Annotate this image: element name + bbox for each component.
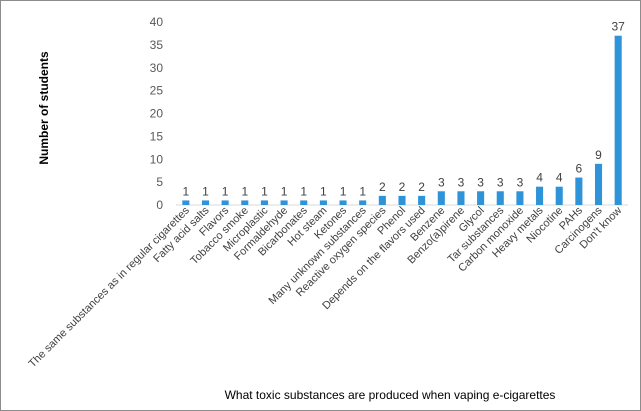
data-label: 1	[320, 184, 327, 198]
data-label: 3	[517, 175, 524, 189]
bar	[516, 191, 524, 205]
y-axis-ticks: 0 5 10 15 20 25 30 35 40	[150, 15, 164, 212]
data-label: 1	[281, 184, 288, 198]
bar	[280, 200, 288, 205]
data-label: 2	[418, 180, 425, 194]
data-label: 4	[536, 171, 543, 185]
data-label: 37	[611, 20, 625, 34]
y-tick-label: 0	[156, 198, 163, 212]
y-tick-label: 20	[150, 107, 164, 121]
data-label: 1	[182, 184, 189, 198]
bar	[536, 186, 544, 205]
category-labels: The same substances as in regular cigare…	[27, 204, 625, 370]
category-label: The same substances as in regular cigare…	[27, 204, 193, 370]
y-tick-label: 40	[150, 15, 164, 29]
bar	[437, 191, 445, 205]
y-tick-label: 35	[150, 38, 164, 52]
data-label: 3	[458, 175, 465, 189]
y-axis-title: Number of students	[37, 51, 51, 165]
bar	[418, 195, 426, 205]
bar	[319, 200, 327, 205]
data-label: 9	[595, 148, 602, 162]
bar	[398, 195, 406, 205]
bars	[182, 35, 622, 205]
data-label: 1	[359, 184, 366, 198]
bar	[457, 191, 465, 205]
bar	[575, 177, 583, 205]
bar	[496, 191, 504, 205]
data-label: 6	[576, 162, 583, 176]
bar	[260, 200, 268, 205]
x-axis-title: What toxic substances are produced when …	[225, 388, 556, 402]
bar	[221, 200, 229, 205]
bar	[477, 191, 485, 205]
y-tick-label: 10	[150, 152, 164, 166]
bar	[378, 195, 386, 205]
data-label: 3	[477, 175, 484, 189]
bar	[594, 163, 603, 205]
data-label: 3	[438, 175, 445, 189]
bar	[614, 35, 622, 205]
y-tick-label: 15	[150, 129, 164, 143]
data-label: 1	[340, 184, 347, 198]
data-label: 3	[497, 175, 504, 189]
data-label: 1	[222, 184, 229, 198]
y-tick-label: 30	[150, 61, 164, 75]
y-tick-label: 5	[156, 175, 163, 189]
data-label: 1	[300, 184, 307, 198]
data-label: 1	[241, 184, 248, 198]
bar	[555, 186, 563, 205]
bar	[241, 200, 249, 205]
bar	[300, 200, 308, 205]
data-label: 4	[556, 171, 563, 185]
bar	[182, 200, 190, 205]
bar	[359, 200, 367, 205]
y-tick-label: 25	[150, 84, 164, 98]
bar	[339, 200, 347, 205]
data-label: 1	[261, 184, 268, 198]
bar	[201, 200, 210, 205]
data-label: 1	[202, 184, 209, 198]
data-label: 2	[379, 180, 386, 194]
data-label: 2	[399, 180, 406, 194]
